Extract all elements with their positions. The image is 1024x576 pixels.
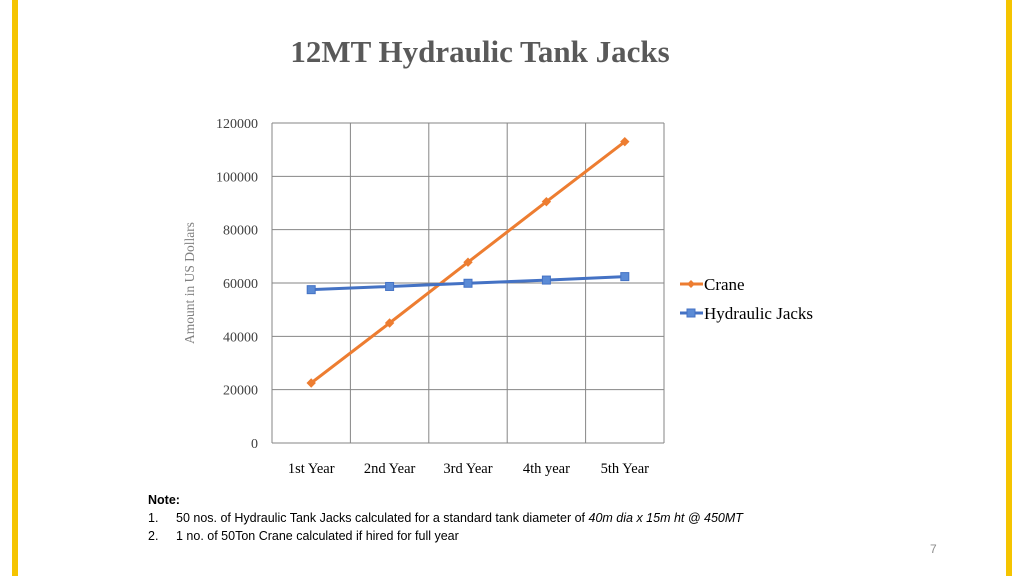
slide-border-left: [12, 0, 18, 576]
x-tick-label: 3rd Year: [443, 461, 492, 477]
slide-border-right: [1006, 0, 1012, 576]
x-tick-label: 5th Year: [601, 461, 650, 477]
data-point-diamond: [541, 196, 552, 207]
note-item-number: 1.: [148, 511, 159, 525]
slide-title: 12MT Hydraulic Tank Jacks: [290, 34, 670, 69]
x-tick-label: 4th year: [523, 461, 570, 477]
legend-marker-square: [686, 308, 696, 318]
y-tick-label: 80000: [223, 224, 258, 239]
data-point-square: [463, 278, 473, 288]
data-point-diamond: [620, 136, 630, 147]
y-tick-label: 40000: [223, 330, 258, 345]
data-point-square: [620, 272, 630, 282]
y-tick-label: 60000: [223, 277, 258, 292]
note-block: Note: 1. 50 nos. of Hydraulic Tank Jacks …: [148, 491, 743, 545]
legend-label: Crane: [704, 275, 745, 294]
legend-marker-diamond: [687, 280, 695, 288]
data-point-diamond: [306, 378, 316, 388]
y-axis-label: Amount in US Dollars: [182, 222, 197, 344]
note-item-1: 1. 50 nos. of Hydraulic Tank Jacks calcul…: [148, 509, 743, 527]
legend-label: Hydraulic Jacks: [704, 304, 813, 323]
note-item-text: 50 nos. of Hydraulic Tank Jacks calculat…: [176, 511, 589, 525]
x-tick-label: 1st Year: [288, 461, 335, 477]
y-tick-label: 100000: [216, 170, 258, 185]
data-point-diamond: [384, 318, 395, 328]
note-item-text: 1 no. of 50Ton Crane calculated if hired…: [176, 529, 459, 543]
data-point-diamond: [463, 257, 473, 267]
note-title: Note:: [148, 493, 180, 507]
note-item-number: 2.: [148, 529, 159, 543]
page-number: 7: [930, 542, 937, 556]
y-tick-label: 0: [251, 437, 258, 452]
data-point-square: [306, 285, 316, 295]
note-item-emphasis: 40m dia x 15m ht @ 450MT: [588, 511, 743, 525]
data-point-square: [541, 275, 551, 285]
data-point-square: [385, 281, 395, 291]
note-item-2: 2. 1 no. of 50Ton Crane calculated if hir…: [148, 527, 743, 545]
x-tick-label: 2nd Year: [364, 461, 416, 477]
y-tick-label: 20000: [223, 384, 258, 399]
y-tick-label: 120000: [216, 117, 258, 132]
